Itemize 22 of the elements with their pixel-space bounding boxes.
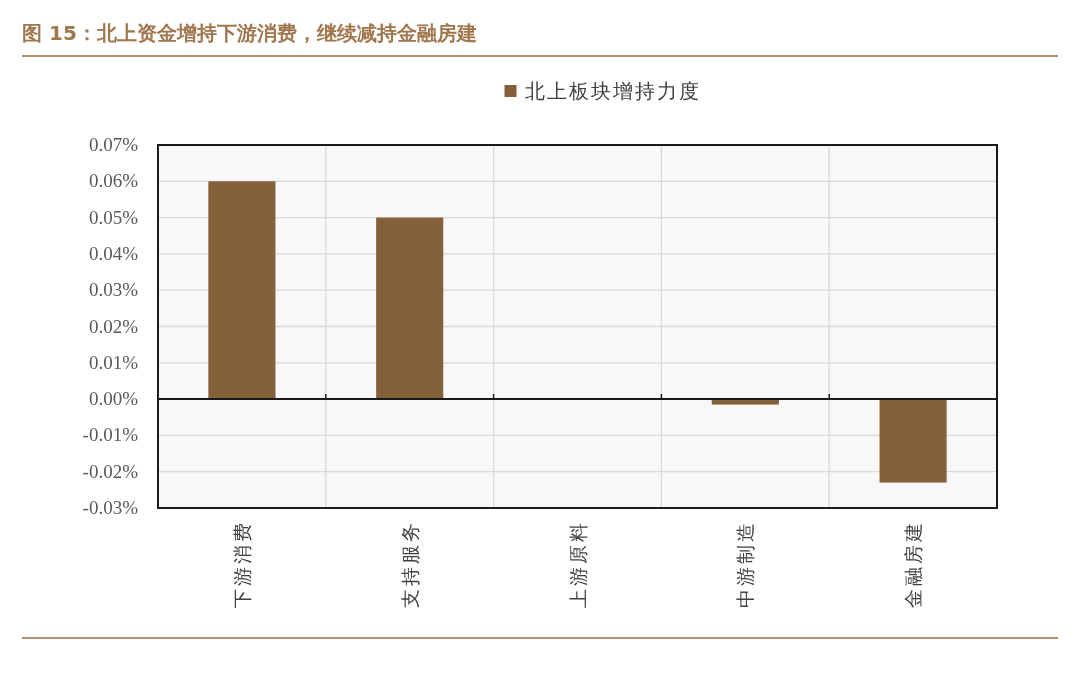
y-tick-label: -0.03%: [82, 497, 139, 518]
x-tick-label: 中游制造: [735, 520, 757, 608]
y-tick-label: 0.02%: [88, 315, 139, 337]
chart-title: 图 15：北上资金增持下游消费，继续减持金融房建: [22, 21, 477, 45]
y-tick-label: 0.03%: [88, 279, 139, 301]
bar: [711, 399, 779, 405]
y-tick-label: 0.01%: [88, 351, 139, 373]
y-tick-label: 0.00%: [88, 388, 139, 410]
x-tick-label: 下游消费: [231, 520, 253, 608]
legend-label: 北上板块增持力度: [524, 80, 701, 102]
x-tick-label: 金融房建: [903, 520, 925, 608]
y-tick-label: 0.07%: [88, 134, 139, 155]
bar: [879, 399, 947, 483]
y-tick-label: -0.01%: [82, 424, 139, 446]
y-tick-label: -0.02%: [82, 460, 139, 482]
y-tick-label: 0.05%: [88, 206, 139, 228]
y-tick-label: 0.06%: [88, 170, 139, 192]
y-tick-label: 0.04%: [88, 242, 139, 264]
x-tick-label: 支持服务: [399, 520, 421, 608]
bar: [376, 217, 444, 400]
bar: [208, 181, 276, 400]
x-tick-label: 上游原料: [567, 520, 589, 608]
